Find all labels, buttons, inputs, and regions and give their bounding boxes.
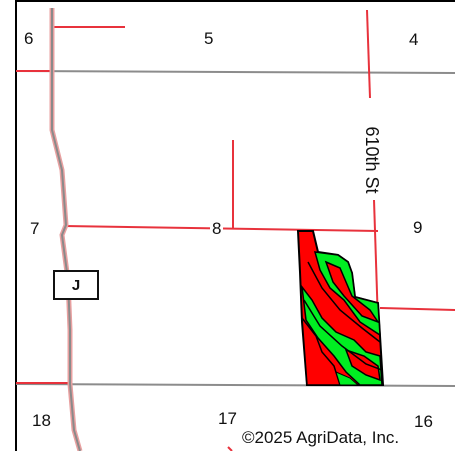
section-number-7: 7 <box>30 219 40 238</box>
section-line-south <box>15 383 455 387</box>
zone-red-southwest <box>301 315 342 386</box>
highway-j <box>51 8 81 451</box>
zone-contour-line-2 <box>303 299 383 371</box>
road-east-stub <box>379 307 455 311</box>
section-number-6: 6 <box>24 29 34 48</box>
road-610th-st-north <box>366 9 371 99</box>
section-number-16: 16 <box>414 412 433 431</box>
field-zone-map[interactable] <box>296 230 385 386</box>
copyright-text: ©2025 AgriData, Inc. <box>242 428 400 447</box>
road-label-610th-st: 610th St <box>362 123 382 197</box>
section-number-17: 17 <box>218 409 237 428</box>
section-number-4: 4 <box>409 30 419 49</box>
highway-j-shield: J <box>53 270 99 300</box>
zone-red-north-inner <box>324 260 380 324</box>
road-south-stub <box>227 446 233 451</box>
section-number-5: 5 <box>204 29 214 48</box>
zone-contour-line-1 <box>307 261 381 343</box>
section-number-18: 18 <box>32 411 51 430</box>
zone-green-south-strip <box>335 371 360 386</box>
section-number-9: 9 <box>413 218 423 237</box>
section-number-8: 8 <box>210 219 224 238</box>
section-line-north <box>15 70 455 74</box>
zone-red-south-inner <box>344 348 381 382</box>
